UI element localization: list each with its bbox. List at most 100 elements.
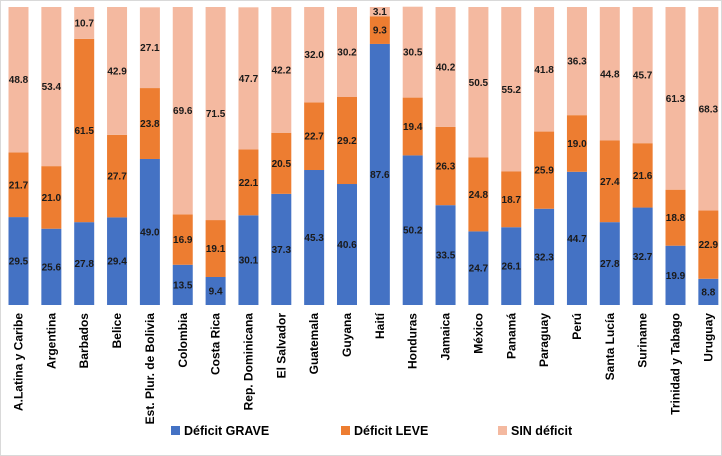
deficit-leve-value-label-est-plur-de-bolivia: 23.8: [140, 119, 160, 130]
sin-deficit-value-label-peru: 36.3: [567, 57, 587, 68]
deficit-grave-bar-jamaica: [435, 205, 456, 305]
sin-deficit-bar-rep-dominicana: [238, 7, 259, 150]
sin-deficit-value-label-el-salvador: 42.2: [272, 65, 292, 76]
category-label-el-salvador: El Salvador: [274, 313, 288, 379]
deficit-grave-value-label-peru: 44.7: [567, 234, 587, 245]
category-label-barbados: Barbados: [77, 313, 91, 369]
sin-deficit-value-label-barbados: 10.7: [74, 18, 94, 29]
sin-deficit-value-label-est-plur-de-bolivia: 27.1: [140, 43, 160, 54]
category-label-a-latina-y-caribe: A.Latina y Caribe: [12, 313, 26, 411]
category-label-uruguay: Uruguay: [701, 313, 715, 362]
sin-deficit-value-label-suriname: 45.7: [633, 71, 653, 82]
deficit-leve-value-label-jamaica: 26.3: [436, 161, 456, 172]
sin-deficit-bar-guyana: [337, 7, 357, 97]
sin-deficit-value-label-belice: 42.9: [107, 66, 127, 77]
deficit-grave-value-label-jamaica: 33.5: [436, 251, 456, 262]
legend-swatch-deficit-leve: [341, 426, 350, 435]
deficit-grave-value-label-mexico: 24.7: [469, 264, 489, 275]
sin-deficit-value-label-honduras: 30.5: [403, 48, 423, 59]
legend-label-deficit-grave: Déficit GRAVE: [184, 424, 269, 438]
deficit-grave-value-label-panama: 26.1: [502, 262, 522, 273]
deficit-leve-bar-a-latina-y-caribe: [8, 152, 29, 218]
legend-swatch-deficit-grave: [171, 426, 180, 435]
sin-deficit-bar-panama: [501, 7, 522, 172]
sin-deficit-value-label-a-latina-y-caribe: 48.8: [9, 75, 29, 86]
deficit-grave-value-label-santa-lucia: 27.8: [600, 259, 620, 270]
deficit-leve-value-label-belice: 27.7: [107, 172, 127, 183]
deficit-grave-value-label-trinidad-y-tabago: 19.9: [666, 271, 686, 282]
deficit-grave-bar-honduras: [402, 155, 423, 305]
deficit-leve-bar-barbados: [74, 38, 95, 223]
deficit-leve-bar-est-plur-de-bolivia: [139, 88, 160, 159]
sin-deficit-bar-mexico: [468, 7, 489, 158]
deficit-leve-bar-rep-dominicana: [238, 149, 259, 216]
bars-layer: [8, 6, 719, 305]
deficit-leve-bar-guatemala: [304, 102, 325, 171]
category-label-argentina: Argentina: [44, 313, 58, 369]
deficit-leve-bar-suriname: [632, 143, 653, 208]
deficit-leve-bar-el-salvador: [271, 132, 292, 194]
deficit-grave-bar-panama: [501, 227, 522, 305]
sin-deficit-bar-colombia: [172, 7, 193, 215]
category-label-est-plur-de-bolivia: Est. Plur. de Bolivia: [143, 313, 157, 425]
deficit-leve-bar-argentina: [41, 166, 62, 229]
legend-label-sin-deficit: SIN déficit: [511, 424, 573, 438]
sin-deficit-bar-suriname: [632, 7, 653, 144]
deficit-grave-value-label-honduras: 50.2: [403, 226, 423, 237]
sin-deficit-bar-honduras: [402, 6, 423, 98]
legend-label-deficit-leve: Déficit LEVE: [354, 424, 428, 438]
legend-item-deficit-grave: Déficit GRAVE: [171, 424, 269, 438]
category-label-honduras: Honduras: [406, 313, 420, 369]
deficit-grave-value-label-barbados: 27.8: [74, 259, 94, 270]
category-label-peru: Perú: [570, 313, 584, 340]
deficit-grave-value-label-est-plur-de-bolivia: 49.0: [140, 227, 160, 238]
sin-deficit-value-label-santa-lucia: 44.8: [600, 69, 620, 80]
deficit-leve-value-label-a-latina-y-caribe: 21.7: [9, 180, 29, 191]
deficit-leve-value-label-honduras: 19.4: [403, 122, 423, 133]
sin-deficit-value-label-haiti: 3.1: [373, 7, 387, 18]
sin-deficit-bar-peru: [566, 7, 587, 116]
category-label-paraguay: Paraguay: [537, 313, 551, 367]
deficit-leve-value-label-trinidad-y-tabago: 18.8: [666, 213, 686, 224]
deficit-leve-value-label-haiti: 9.3: [373, 26, 387, 37]
deficit-leve-bar-jamaica: [435, 126, 456, 206]
sin-deficit-bar-el-salvador: [271, 7, 292, 133]
deficit-leve-value-label-mexico: 24.8: [469, 190, 489, 201]
deficit-grave-bar-guatemala: [304, 170, 325, 305]
deficit-grave-bar-mexico: [468, 231, 489, 305]
sin-deficit-bar-belice: [107, 7, 128, 135]
category-label-haiti: Haití: [373, 312, 387, 339]
deficit-grave-value-label-rep-dominicana: 30.1: [239, 256, 259, 267]
deficit-grave-bar-suriname: [632, 207, 653, 305]
deficit-grave-bar-peru: [566, 171, 587, 305]
sin-deficit-bar-guatemala: [304, 7, 325, 103]
deficit-leve-bar-colombia: [172, 214, 193, 265]
sin-deficit-bar-barbados: [74, 7, 95, 39]
sin-deficit-bar-haiti: [369, 7, 390, 17]
sin-deficit-value-label-argentina: 53.4: [42, 82, 62, 93]
sin-deficit-bar-jamaica: [435, 7, 456, 127]
sin-deficit-value-label-trinidad-y-tabago: 61.3: [666, 94, 686, 105]
deficit-grave-value-label-a-latina-y-caribe: 29.5: [9, 257, 29, 268]
category-label-santa-lucia: Santa Lucía: [603, 313, 617, 381]
category-label-guatemala: Guatemala: [307, 313, 321, 375]
deficit-grave-bar-santa-lucia: [599, 222, 620, 305]
sin-deficit-bar-est-plur-de-bolivia: [139, 7, 160, 89]
deficit-grave-bar-rep-dominicana: [238, 215, 259, 305]
deficit-grave-value-label-el-salvador: 37.3: [272, 245, 292, 256]
sin-deficit-bar-argentina: [41, 7, 62, 167]
deficit-leve-value-label-santa-lucia: 27.4: [600, 177, 620, 188]
deficit-leve-bar-honduras: [402, 97, 423, 156]
deficit-grave-value-label-uruguay: 8.8: [701, 287, 715, 298]
legend-item-sin-deficit: SIN déficit: [498, 424, 573, 438]
deficit-grave-bar-haiti: [369, 43, 390, 305]
deficit-leve-bar-guyana: [337, 97, 357, 185]
deficit-grave-bar-belice: [107, 217, 128, 305]
sin-deficit-bar-trinidad-y-tabago: [665, 7, 686, 190]
sin-deficit-bar-santa-lucia: [599, 7, 620, 141]
deficit-grave-value-label-haiti: 87.6: [370, 170, 390, 181]
deficit-leve-value-label-el-salvador: 20.5: [272, 159, 292, 170]
sin-deficit-value-label-jamaica: 40.2: [436, 62, 456, 73]
sin-deficit-bar-a-latina-y-caribe: [8, 7, 29, 153]
